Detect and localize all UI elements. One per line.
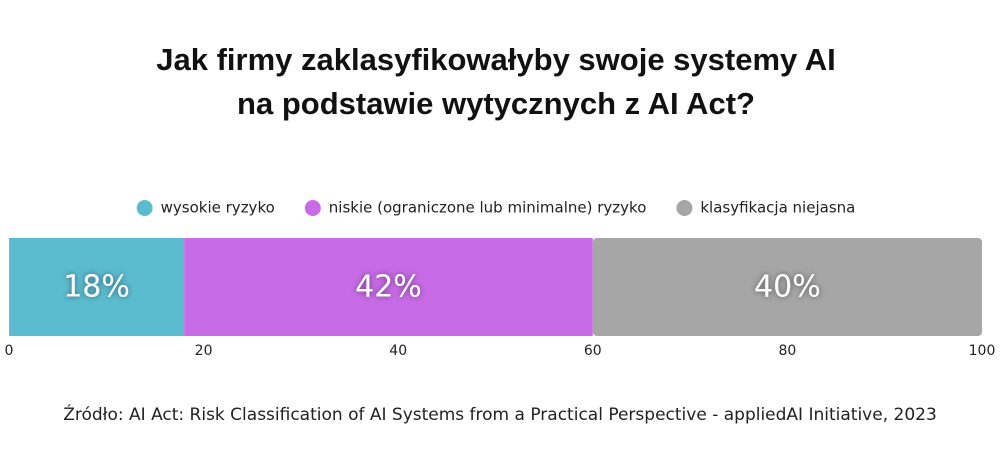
- source-note: Źródło: AI Act: Risk Classification of A…: [63, 403, 937, 425]
- bar: [184, 238, 593, 336]
- x-tick-label: 20: [195, 343, 213, 359]
- x-tick-label: 80: [778, 343, 796, 359]
- chart-title: Jak firmy zaklasyfikowałyby swoje system…: [156, 42, 836, 77]
- legend-label: wysokie ryzyko: [161, 199, 275, 217]
- legend-label: klasyfikacja niejasna: [700, 199, 855, 217]
- bar: [592, 238, 982, 336]
- legend-label: niskie (ograniczone lub minimalne) ryzyk…: [329, 199, 647, 217]
- legend-marker: [136, 200, 153, 216]
- data-label: 18%: [63, 270, 130, 305]
- data-label: 40%: [754, 270, 821, 305]
- x-tick-label: 60: [584, 343, 602, 359]
- legend-marker: [676, 200, 693, 216]
- legend-marker: [304, 200, 321, 216]
- x-tick-label: 40: [389, 343, 407, 359]
- chart-title: na podstawie wytycznych z AI Act?: [237, 86, 755, 121]
- bar: [9, 238, 185, 336]
- x-tick-label: 0: [5, 343, 14, 359]
- data-label: 42%: [355, 270, 422, 305]
- x-tick-label: 100: [969, 343, 996, 359]
